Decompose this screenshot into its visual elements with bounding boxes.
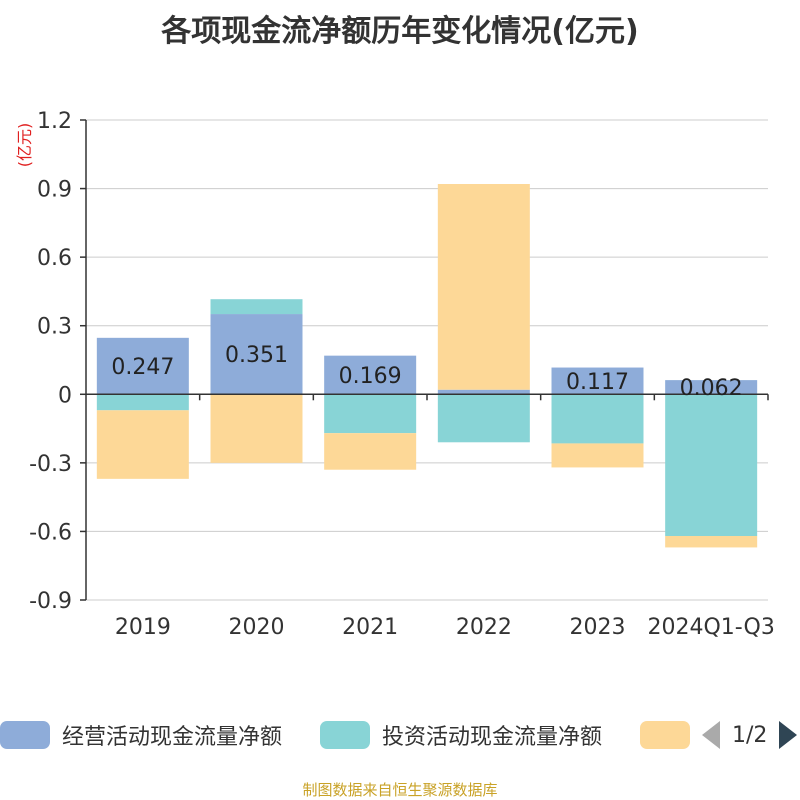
next-page-icon[interactable]	[779, 721, 798, 749]
bar-series2-2019[interactable]	[96, 410, 189, 479]
prev-page-icon[interactable]	[702, 721, 720, 749]
data-label: 0.169	[339, 364, 402, 389]
y-tick-label: -0.9	[29, 589, 72, 614]
y-tick-label: -0.6	[29, 520, 72, 545]
x-tick-label: 2019	[115, 615, 171, 640]
legend-pager: 1/2	[702, 720, 798, 750]
bar-series2-2023[interactable]	[551, 443, 644, 468]
bar-series1-2024Q1-Q3[interactable]	[665, 394, 758, 536]
legend-label-operating: 经营活动现金流量净额	[62, 725, 283, 750]
bar-series0-2019[interactable]	[96, 337, 189, 395]
x-tick-label: 2023	[570, 615, 626, 640]
data-label: 0.351	[225, 343, 288, 368]
bar-series0-2020[interactable]	[210, 314, 303, 395]
y-tick-label: 1.2	[37, 109, 72, 134]
legend-label-investing: 投资活动现金流量净额	[382, 725, 603, 750]
y-tick-label: 0	[58, 383, 72, 408]
data-label: 0.117	[566, 370, 629, 395]
bar-series1-2019[interactable]	[96, 394, 189, 411]
x-tick-label: 2024Q1-Q3	[647, 615, 774, 640]
legend-swatch-investing	[320, 721, 370, 749]
legend-item-operating[interactable]: 经营活动现金流量净额	[0, 720, 282, 750]
y-axis-unit-label: (亿元)	[15, 123, 34, 168]
bar-series1-2020[interactable]	[210, 299, 303, 315]
legend-item-investing[interactable]: 投资活动现金流量净额	[320, 720, 602, 750]
bar-series2-2024Q1-Q3[interactable]	[665, 536, 758, 548]
legend-swatch-financing	[640, 721, 690, 749]
bar-series0-2024Q1-Q3[interactable]	[665, 380, 758, 395]
x-tick-label: 2021	[342, 615, 398, 640]
legend: 经营活动现金流量净额 投资活动现金流量净额 1/2	[0, 712, 800, 756]
bar-series0-2023[interactable]	[551, 367, 644, 395]
y-tick-label: -0.3	[29, 452, 72, 477]
bar-series0-2021[interactable]	[324, 355, 417, 395]
legend-item-financing[interactable]	[640, 720, 690, 750]
data-label: 0.247	[111, 355, 174, 380]
bar-series1-2023[interactable]	[551, 394, 644, 444]
page-indicator: 1/2	[732, 722, 768, 748]
legend-swatch-operating	[0, 721, 50, 749]
bar-series2-2022[interactable]	[437, 184, 530, 390]
chart-title: 各项现金流净额历年变化情况(亿元)	[161, 14, 639, 49]
x-tick-label: 2022	[456, 615, 512, 640]
bar-series2-2021[interactable]	[324, 433, 417, 470]
chart-plot: -0.9 -0.6 -0.3 0 0.3 0.6 0.9 1.2 2019 2020 2021 202…	[15, 109, 775, 640]
bar-series0-2022[interactable]	[437, 389, 530, 395]
y-tick-label: 0.9	[37, 178, 72, 203]
x-tick-label: 2020	[229, 615, 285, 640]
data-label: 0.062	[680, 376, 743, 401]
bar-series2-2020[interactable]	[210, 394, 303, 463]
bar-series1-2021[interactable]	[324, 394, 417, 434]
bar-series1-2022[interactable]	[437, 394, 530, 443]
y-tick-label: 0.6	[37, 246, 72, 271]
y-tick-label: 0.3	[37, 315, 72, 340]
data-source-note: 制图数据来自恒生聚源数据库	[302, 781, 498, 799]
